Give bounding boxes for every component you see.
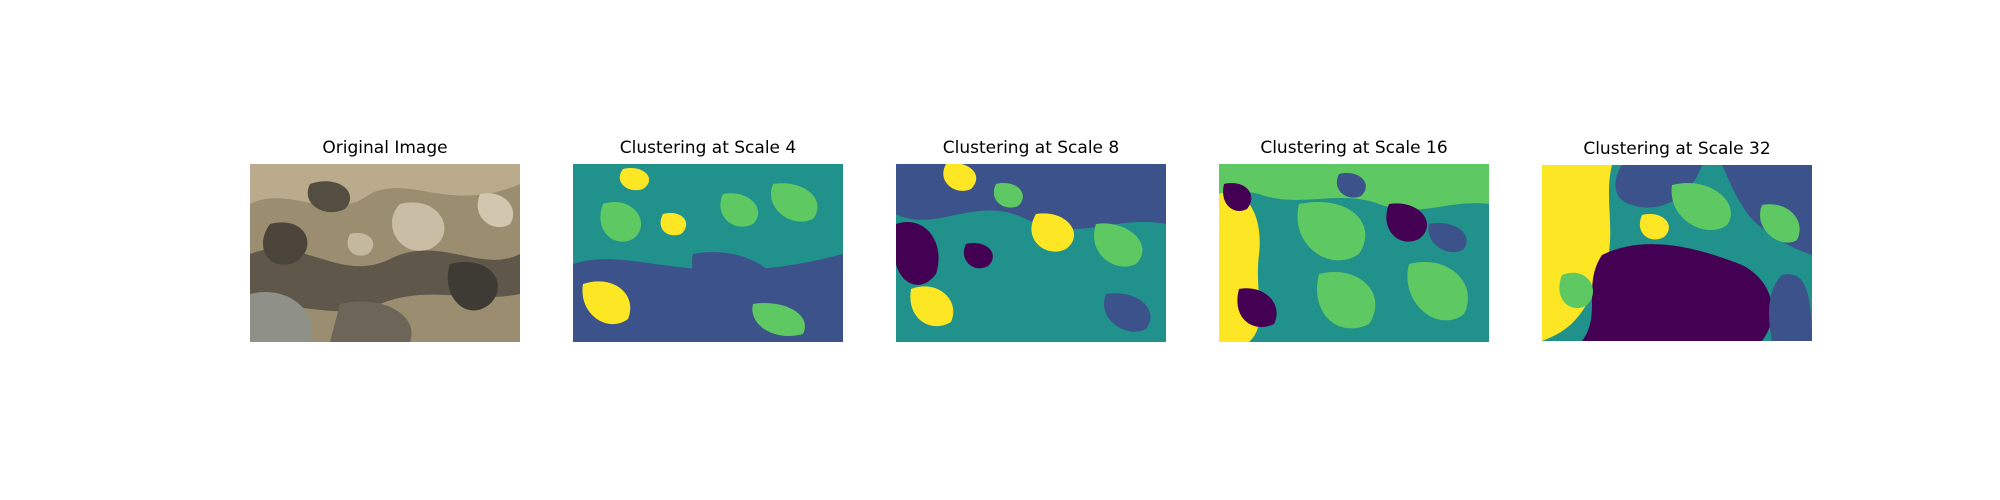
panel-title: Clustering at Scale 16 — [1260, 138, 1448, 158]
cluster-map-scale-16 — [1219, 164, 1489, 342]
cluster-map-scale-4 — [573, 164, 843, 342]
panel-title: Clustering at Scale 32 — [1583, 139, 1771, 159]
cluster-map-scale-8 — [896, 164, 1166, 342]
panel-title: Clustering at Scale 8 — [942, 138, 1120, 158]
panel-title: Clustering at Scale 4 — [619, 138, 797, 158]
cluster-map-scale-32 — [1542, 165, 1812, 343]
original-photo — [250, 164, 520, 342]
panel-title: Original Image — [322, 138, 448, 158]
